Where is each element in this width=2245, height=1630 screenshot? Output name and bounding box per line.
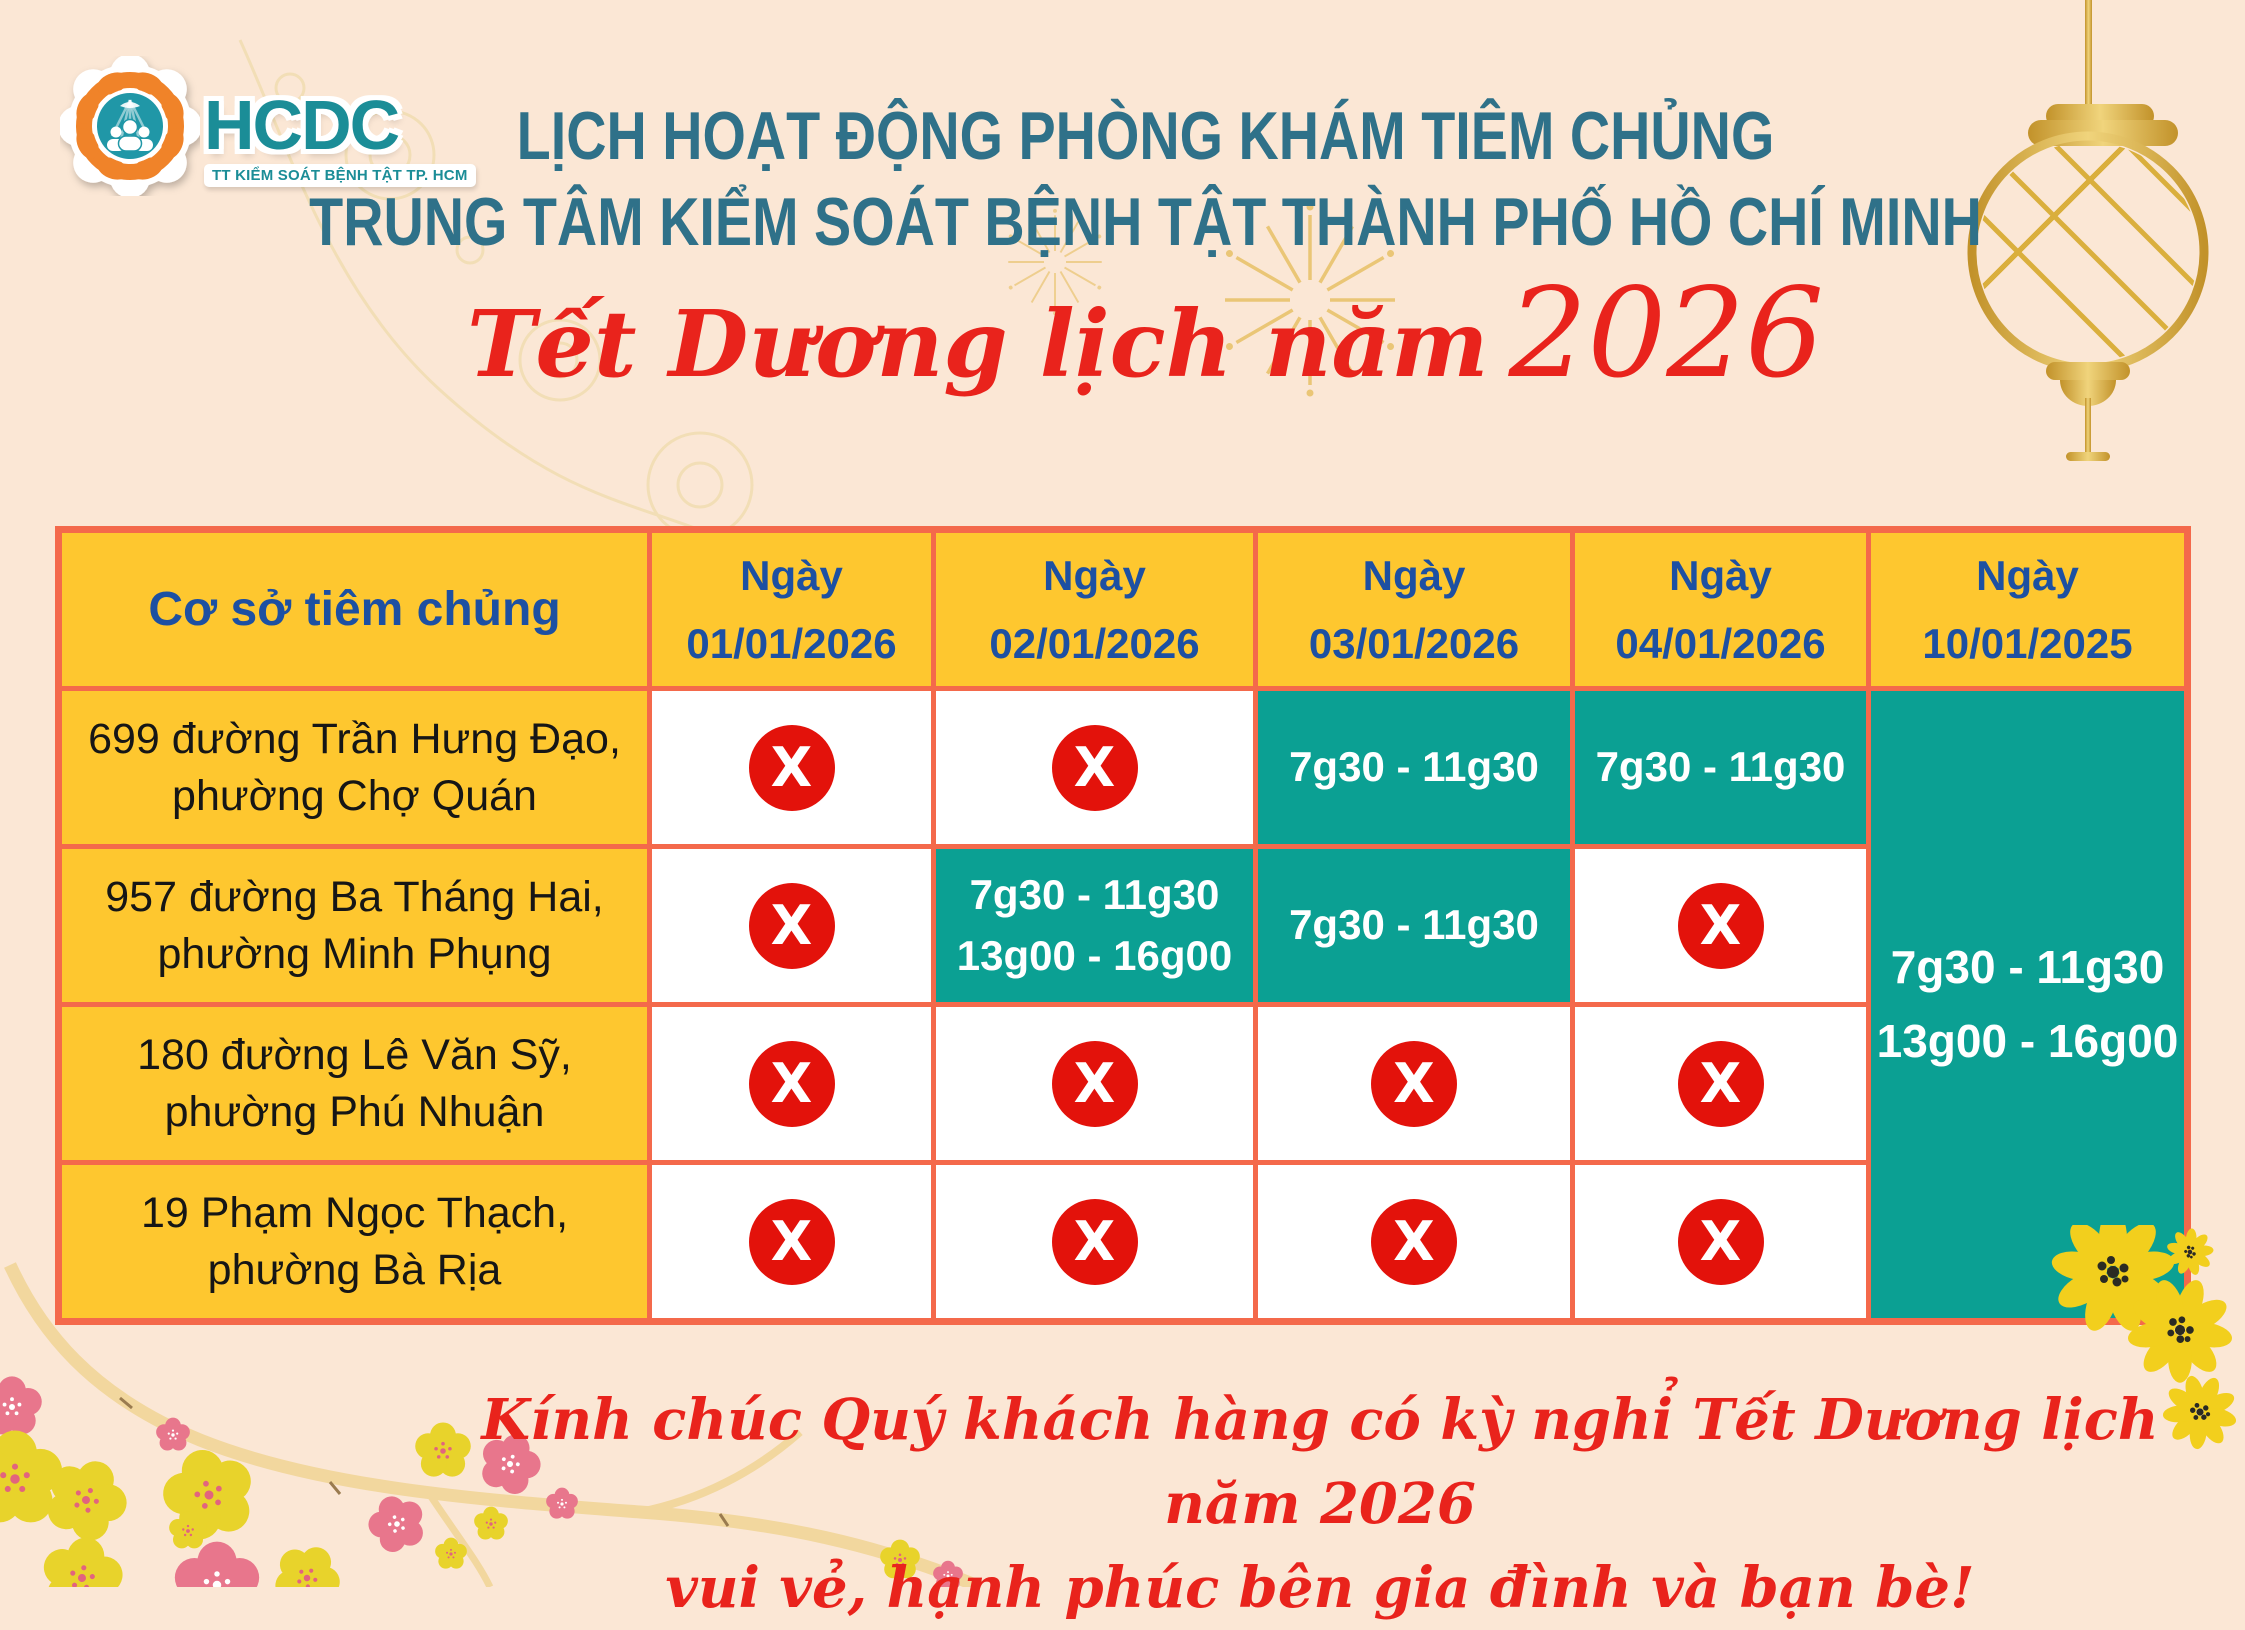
column-header-date-5: Ngày 10/01/2025: [1871, 533, 2184, 686]
holiday-subtitle: Tết Dương lịch năm 2026: [46, 272, 2245, 396]
facility-row: 699 đường Trần Hưng Đạo, phường Chợ Quán: [62, 691, 647, 844]
holiday-year: 2026: [1508, 262, 1825, 407]
closed-x-icon: X: [1677, 1040, 1764, 1127]
column-header-date-1: Ngày 01/01/2026: [652, 533, 931, 686]
column-header-date-3: Ngày 03/01/2026: [1258, 533, 1570, 686]
column-header-facility: Cơ sở tiêm chủng: [62, 533, 647, 686]
hcdc-logo: HCDC TT KIỂM SOÁT BỆNH TẬT TP. HCM: [60, 56, 476, 196]
facility-row: 957 đường Ba Tháng Hai, phường Minh Phụn…: [62, 849, 647, 1002]
schedule-cell-closed: X: [936, 691, 1253, 844]
closed-x-icon: X: [1677, 1198, 1764, 1285]
closed-x-icon: X: [748, 1040, 835, 1127]
closed-x-icon: X: [1051, 1198, 1138, 1285]
closed-x-icon: X: [748, 724, 835, 811]
schedule-table: Cơ sở tiêm chủng Ngày 01/01/2026 Ngày 02/0…: [55, 526, 2191, 1325]
schedule-cell-merged-10-01: 7g30 - 11g30 13g00 - 16g00: [1871, 691, 2184, 1318]
page-title-line2: TRUNG TÂM KIỂM SOÁT BỆNH TẬT THÀNH PHỐ H…: [309, 184, 1982, 261]
schedule-cell-closed: X: [652, 1007, 931, 1160]
schedule-cell-closed: X: [1258, 1165, 1570, 1318]
schedule-cell-closed: X: [652, 1165, 931, 1318]
closed-x-icon: X: [1051, 724, 1138, 811]
column-header-date-4: Ngày 04/01/2026: [1575, 533, 1866, 686]
closed-x-icon: X: [1371, 1198, 1457, 1285]
greeting-line2: vui vẻ, hạnh phúc bên gia đình và bạn bè…: [665, 1555, 1975, 1621]
schedule-cell-closed: X: [652, 849, 931, 1002]
schedule-cell-closed: X: [652, 691, 931, 844]
closed-x-icon: X: [1051, 1040, 1138, 1127]
closed-x-icon: X: [1677, 882, 1764, 969]
closed-x-icon: X: [748, 882, 835, 969]
schedule-cell-open: 7g30 - 11g30 13g00 - 16g00: [936, 849, 1253, 1002]
schedule-cell-open: 7g30 - 11g30: [1575, 691, 1866, 844]
schedule-cell-closed: X: [936, 1007, 1253, 1160]
closed-x-icon: X: [1371, 1040, 1457, 1127]
greeting-message: Kính chúc Quý khách hàng có kỳ nghỉ Tết …: [470, 1378, 2170, 1630]
closed-x-icon: X: [748, 1198, 835, 1285]
schedule-cell-closed: X: [1575, 849, 1866, 1002]
schedule-cell-closed: X: [1575, 1007, 1866, 1160]
page-title-line1: LỊCH HOẠT ĐỘNG PHÒNG KHÁM TIÊM CHỦNG: [516, 98, 1775, 174]
schedule-cell-closed: X: [1258, 1007, 1570, 1160]
schedule-cell-open: 7g30 - 11g30: [1258, 849, 1570, 1002]
logo-acronym: HCDC: [204, 86, 400, 164]
facility-row: 180 đường Lê Văn Sỹ, phường Phú Nhuận: [62, 1007, 647, 1160]
greeting-line1: Kính chúc Quý khách hàng có kỳ nghỉ Tết …: [481, 1387, 2159, 1537]
column-header-date-2: Ngày 02/01/2026: [936, 533, 1253, 686]
schedule-cell-open: 7g30 - 11g30: [1258, 691, 1570, 844]
schedule-cell-closed: X: [1575, 1165, 1866, 1318]
holiday-subtitle-text: Tết Dương lịch năm: [466, 290, 1489, 399]
header-titles: LỊCH HOẠT ĐỘNG PHÒNG KHÁM TIÊM CHỦNG TRU…: [0, 100, 2245, 396]
facility-row: 19 Phạm Ngọc Thạch, phường Bà Rịa: [62, 1165, 647, 1318]
schedule-cell-closed: X: [936, 1165, 1253, 1318]
logo-subtitle: TT KIỂM SOÁT BỆNH TẬT TP. HCM: [204, 164, 476, 187]
hcdc-logo-badge-icon: [60, 56, 200, 196]
